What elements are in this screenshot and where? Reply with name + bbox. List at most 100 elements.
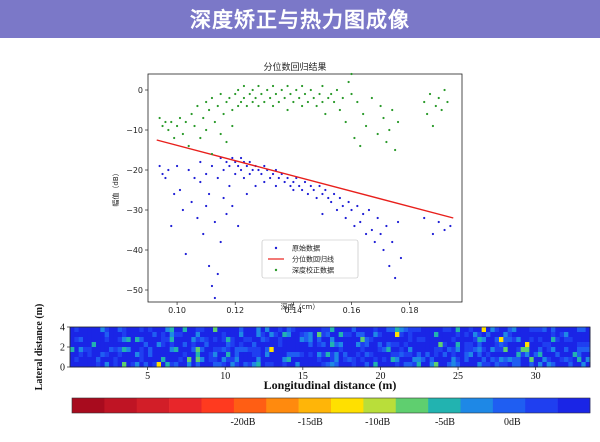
heatmap-cell (152, 362, 158, 368)
heatmap-cell (520, 352, 526, 358)
corrected-data-point (219, 92, 222, 96)
heatmap-cell (239, 362, 244, 368)
heatmap-cell (213, 332, 218, 338)
heatmap-cell (91, 342, 97, 348)
heatmap-cell (429, 352, 435, 358)
heatmap-cell (564, 352, 569, 358)
heatmap-cell (117, 327, 123, 333)
heatmap-cell (490, 342, 496, 348)
corrected-data-point (245, 104, 248, 108)
heatmap-cell (191, 347, 197, 353)
heatmap-cell (143, 362, 149, 368)
heatmap-cell (278, 357, 283, 363)
heatmap-cell (282, 332, 288, 338)
corrected-data-point (370, 96, 373, 100)
raw-data-point (234, 172, 237, 176)
corrected-data-point (434, 104, 437, 108)
heatmap-cell (126, 352, 132, 358)
heatmap-cell (325, 327, 331, 333)
heatmap-cell (525, 342, 530, 348)
heatmap-cell (200, 347, 205, 353)
heatmap-cell (291, 332, 296, 338)
heatmap-cell (338, 352, 344, 358)
heatmap-cell (585, 357, 591, 363)
heatmap-cell (568, 327, 574, 333)
heatmap-cell (516, 342, 522, 348)
heatmap-cell (568, 362, 574, 368)
heatmap-cell (165, 327, 171, 333)
heatmap-cell (96, 347, 101, 353)
legend-box (261, 239, 359, 279)
heatmap-cell (421, 342, 426, 348)
heatmap-cell (343, 347, 348, 353)
heatmap-cell (317, 327, 322, 333)
heatmap-cell (200, 342, 205, 348)
heatmap-cell (555, 342, 561, 348)
heatmap-cell (499, 342, 504, 348)
heatmap-cell (412, 327, 418, 333)
heatmap-cell (559, 332, 565, 338)
heatmap-cell (585, 362, 591, 368)
heatmap-cell (347, 347, 353, 353)
heatmap-cell (481, 337, 487, 343)
heatmap-cell (429, 337, 435, 343)
heatmap-chart: 5 10 15 20 25 30 0 2 4 Longitudinal distance (m)… (34, 304, 591, 392)
legend-label-raw: 原始数据 (292, 244, 320, 253)
heatmap-cell (299, 332, 305, 338)
heatmap-cell (347, 342, 353, 348)
raw-data-point (332, 192, 336, 196)
corrected-data-point (295, 88, 298, 92)
heatmap-cell (468, 342, 474, 348)
heatmap-cell (100, 342, 106, 348)
heatmap-cell (91, 327, 97, 333)
heatmap-cell (516, 357, 522, 363)
heatmap-cell (169, 357, 175, 363)
corrected-data-point (303, 92, 307, 96)
heatmap-cell (577, 352, 582, 358)
heatmap-cell (135, 332, 140, 338)
heatmap-cell (109, 332, 114, 338)
heatmap-cell (373, 352, 379, 358)
heatmap-cell (174, 352, 179, 358)
heatmap-cell (83, 332, 88, 338)
heatmap-cell (221, 342, 227, 348)
heatmap-cell (494, 362, 500, 368)
corrected-data-point (385, 140, 388, 144)
heatmap-cell (390, 352, 396, 358)
raw-data-point (199, 160, 202, 164)
heatmap-cell (507, 347, 513, 353)
heatmap-cell (403, 347, 409, 353)
heatmap-cell (538, 352, 543, 358)
heatmap-cell (96, 342, 101, 348)
heatmap-cell (412, 362, 418, 368)
heatmap-cell (460, 352, 465, 358)
heatmap-cell (395, 332, 400, 338)
heatmap-cells (70, 327, 591, 368)
heatmap-cell (161, 347, 166, 353)
heatmap-cell (356, 342, 361, 348)
heatmap-cell (447, 337, 452, 343)
raw-data-point (362, 212, 365, 216)
heatmap-cell (139, 327, 145, 333)
heatmap-cell (425, 342, 431, 348)
heatmap-cell (477, 327, 483, 333)
corrected-data-point (205, 100, 208, 104)
raw-data-point (239, 168, 243, 172)
heatmap-cell (278, 352, 283, 358)
colorbar-swatch (136, 398, 170, 413)
heatmap-cell (477, 362, 483, 368)
heatmap-cell (455, 357, 461, 363)
heatmap-cell (429, 362, 435, 368)
heatmap-cell (416, 347, 422, 353)
heatmap-cell (412, 357, 418, 363)
heatmap-cell (187, 362, 192, 368)
heatmap-cell (473, 352, 478, 358)
heatmap-cell (135, 337, 140, 343)
heatmap-cell (243, 337, 249, 343)
heatmap-cell (230, 352, 236, 358)
corrected-data-point (312, 96, 315, 100)
heatmap-cell (477, 342, 483, 348)
heatmap-cell (152, 332, 158, 338)
corrected-data-point (257, 84, 260, 88)
heatmap-cell (468, 332, 474, 338)
